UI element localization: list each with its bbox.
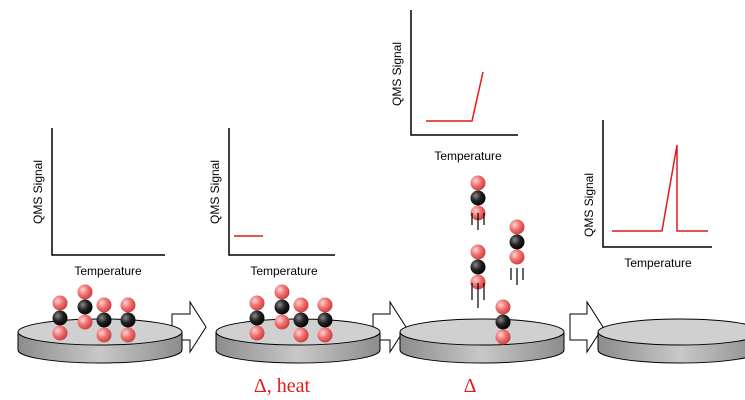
atom <box>52 295 68 311</box>
axes <box>602 120 712 248</box>
panel: QMS Signal Temperature <box>582 120 712 270</box>
atom <box>495 299 511 315</box>
atom <box>249 295 265 311</box>
atom <box>96 327 112 343</box>
disk-top <box>597 318 745 346</box>
atom <box>509 249 525 265</box>
atom <box>96 297 112 313</box>
x-label: Temperature <box>624 256 692 270</box>
panel: QMS Signal Temperature <box>31 128 165 278</box>
atom <box>293 312 309 328</box>
arrow <box>569 300 604 354</box>
atom <box>120 297 136 313</box>
atom <box>274 299 290 315</box>
atom <box>77 299 93 315</box>
atom <box>274 284 290 300</box>
atom <box>52 310 68 326</box>
signal <box>612 144 708 232</box>
axes <box>228 128 335 256</box>
atom <box>249 325 265 341</box>
atom <box>470 175 486 191</box>
atom <box>317 327 333 343</box>
atom <box>470 259 486 275</box>
axes <box>51 128 165 256</box>
atom <box>470 244 486 260</box>
trails <box>471 213 524 308</box>
atom <box>470 274 486 290</box>
atom <box>77 284 93 300</box>
atom <box>96 312 112 328</box>
x-label: Temperature <box>74 264 142 278</box>
atom <box>495 329 511 345</box>
panel: QMS Signal Temperature <box>208 128 335 278</box>
caption: Δ, heat <box>254 375 311 397</box>
atom <box>120 312 136 328</box>
atom <box>509 234 525 250</box>
atom <box>77 314 93 330</box>
y-label: QMS Signal <box>390 42 404 106</box>
atom <box>317 297 333 313</box>
atom <box>317 312 333 328</box>
atom <box>52 325 68 341</box>
y-label: QMS Signal <box>31 160 45 224</box>
panel: QMS Signal Temperature <box>390 10 518 163</box>
signal <box>426 71 484 122</box>
atom <box>509 219 525 235</box>
disk-top <box>399 318 565 346</box>
atom <box>249 310 265 326</box>
atom <box>293 297 309 313</box>
atom <box>495 314 511 330</box>
y-label: QMS Signal <box>582 173 596 237</box>
caption: Δ <box>464 375 477 397</box>
atom <box>274 314 290 330</box>
atom <box>470 190 486 206</box>
atom <box>120 327 136 343</box>
x-label: Temperature <box>434 149 502 163</box>
molecules <box>52 175 525 345</box>
axes <box>410 10 518 136</box>
atom <box>293 327 309 343</box>
y-label: QMS Signal <box>208 160 222 224</box>
x-label: Temperature <box>250 264 318 278</box>
